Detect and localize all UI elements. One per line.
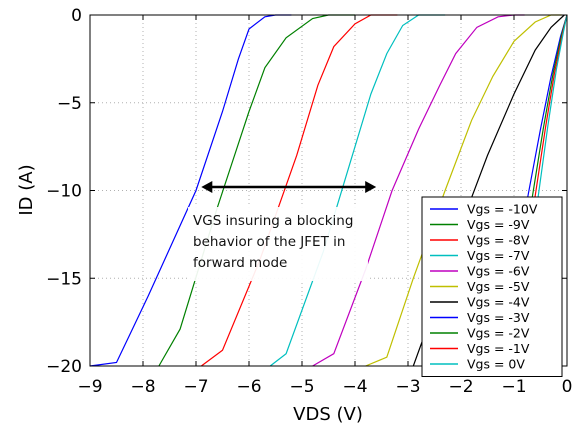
legend-label: Vgs = -1V — [467, 341, 530, 356]
y-tick-label: 0 — [71, 6, 82, 26]
annotation-arrowhead-left — [201, 180, 213, 193]
x-tick-label: −2 — [448, 377, 473, 397]
annotation-line-2: behavior of the JFET in — [193, 234, 345, 250]
y-tick-label: −5 — [57, 94, 82, 114]
legend-label: Vgs = -7V — [467, 248, 530, 263]
y-axis-label: ID (A) — [16, 164, 37, 215]
legend-label: Vgs = -3V — [467, 310, 530, 325]
legend-label: Vgs = -2V — [467, 326, 530, 341]
x-tick-label: −8 — [130, 377, 155, 397]
legend-label: Vgs = -8V — [467, 233, 530, 248]
series-line-6 — [365, 14, 562, 367]
series-line-5 — [312, 14, 525, 367]
x-tick-label: 0 — [562, 377, 573, 397]
annotation-background — [188, 207, 368, 281]
series-line-4 — [269, 14, 446, 367]
y-tick-label: −10 — [46, 182, 82, 202]
legend-label: Vgs = -6V — [467, 264, 530, 279]
x-tick-label: −1 — [501, 377, 526, 397]
series-line-1 — [89, 14, 292, 367]
legend-label: Vgs = -9V — [467, 217, 530, 232]
legend-label: Vgs = -10V — [467, 202, 538, 217]
x-tick-label: −9 — [77, 377, 102, 397]
x-tick-label: −3 — [395, 377, 420, 397]
series-line-2 — [158, 14, 355, 367]
x-tick-label: −4 — [342, 377, 367, 397]
annotation-arrowhead-right — [365, 180, 377, 193]
annotation-line-3: forward mode — [193, 255, 287, 271]
y-tick-label: −20 — [46, 357, 82, 377]
x-tick-label: −5 — [289, 377, 314, 397]
legend-label: Vgs = 0V — [467, 357, 525, 372]
series-line-3 — [200, 14, 398, 367]
y-tick-label: −15 — [46, 269, 82, 289]
annotation: VGS insuring a blocking behavior of the … — [188, 180, 377, 281]
x-tick-label: −7 — [183, 377, 208, 397]
annotation-line-1: VGS insuring a blocking — [193, 213, 353, 229]
legend-label: Vgs = -5V — [467, 279, 530, 294]
legend-label: Vgs = -4V — [467, 295, 530, 310]
x-tick-label: −6 — [236, 377, 261, 397]
x-axis-label: VDS (V) — [293, 404, 363, 425]
axis-ticks: −9 −8 −7 −6 −5 −4 −3 −2 −1 00−5−10−15−20 — [46, 6, 572, 397]
